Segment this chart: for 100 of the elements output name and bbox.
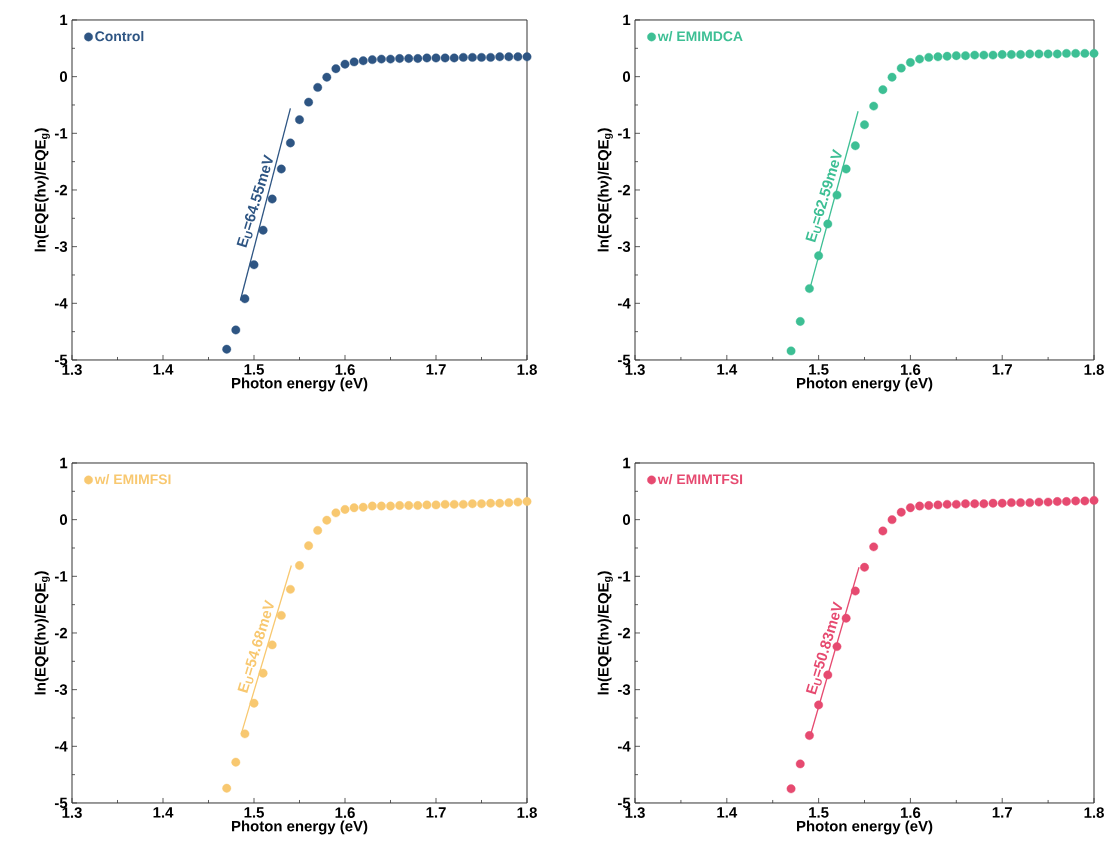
point — [222, 783, 232, 793]
point — [878, 85, 888, 95]
point — [1025, 498, 1035, 508]
x-tick-label: 1.8 — [517, 364, 537, 375]
y-tick-label: -5 — [617, 354, 631, 366]
point — [860, 120, 869, 130]
point — [240, 294, 250, 304]
x-tick-label: 1.5 — [244, 807, 264, 818]
point — [933, 52, 943, 62]
point — [249, 260, 259, 270]
point — [1006, 50, 1016, 59]
y-tick-label: -3 — [54, 684, 68, 695]
point — [814, 251, 824, 261]
point — [1052, 497, 1062, 506]
point — [906, 503, 915, 513]
point — [878, 526, 888, 536]
point — [841, 613, 851, 623]
point — [1071, 496, 1081, 506]
y-tick-label: 0 — [59, 514, 68, 525]
x-tick-label: 1.7 — [426, 364, 446, 375]
point — [304, 541, 314, 551]
y-tick-label: 1 — [60, 457, 68, 469]
y-tick-label: -3 — [617, 241, 631, 252]
y-tick-label: 0 — [622, 71, 631, 82]
point — [322, 515, 332, 525]
point — [795, 759, 805, 769]
x-tick-label: 1.4 — [717, 807, 738, 818]
point — [979, 499, 989, 509]
point — [431, 500, 441, 510]
y-tick-label: 1 — [623, 457, 631, 469]
point — [422, 53, 432, 63]
y-tick-label: -5 — [54, 797, 68, 809]
point — [340, 59, 350, 69]
point — [942, 499, 952, 509]
point — [431, 53, 441, 63]
point — [942, 51, 952, 61]
point — [322, 72, 332, 82]
x-tick-label: 1.6 — [900, 364, 921, 375]
point — [786, 784, 796, 794]
point — [504, 52, 514, 62]
point — [413, 501, 423, 510]
point — [1034, 497, 1044, 507]
point — [924, 501, 934, 510]
point — [1034, 49, 1044, 59]
point — [367, 55, 377, 65]
x-tick-label: 1.7 — [992, 364, 1012, 375]
point — [869, 542, 879, 552]
y-tick-label: -4 — [617, 741, 631, 752]
point — [814, 700, 824, 710]
point — [1062, 49, 1071, 58]
y-axis-title: ln(EQE(hν)/EQE$_{g}$) — [597, 128, 613, 252]
x-tick-label: 1.5 — [809, 364, 829, 375]
point — [413, 54, 423, 63]
point — [850, 141, 860, 151]
point — [404, 54, 414, 63]
point — [915, 501, 924, 511]
point — [395, 501, 405, 510]
legend-label: w/ EMIMFSI — [94, 473, 171, 485]
y-axis-title: ln(EQE(hν)/EQE$_{g}$) — [597, 571, 613, 695]
point — [887, 72, 897, 82]
point — [495, 498, 505, 508]
point — [240, 729, 250, 739]
point — [486, 498, 496, 508]
point — [933, 500, 943, 510]
point — [805, 731, 814, 740]
point — [970, 499, 980, 509]
point — [951, 499, 961, 509]
point — [513, 52, 523, 62]
x-tick-label: 1.7 — [426, 807, 446, 818]
point — [1062, 497, 1071, 506]
y-tick-label: -5 — [617, 797, 631, 809]
point — [395, 54, 405, 63]
point — [979, 50, 989, 60]
point — [458, 499, 468, 509]
y-axis-title: ln(EQE(hν)/EQE$_{g}$) — [34, 571, 50, 695]
y-axis-title: ln(EQE(hν)/EQE$_{g}$) — [34, 128, 50, 252]
point — [951, 51, 961, 61]
point — [997, 50, 1007, 59]
point — [924, 52, 934, 62]
point — [1025, 49, 1035, 59]
y-tick-label: -1 — [617, 571, 631, 582]
point — [1089, 49, 1099, 58]
point — [795, 317, 805, 326]
point — [786, 346, 796, 356]
point — [522, 497, 532, 506]
x-tick-label: 1.8 — [1084, 364, 1104, 375]
point — [997, 498, 1007, 508]
point — [1043, 49, 1053, 59]
point — [896, 63, 906, 73]
point — [404, 501, 414, 510]
point — [331, 64, 341, 74]
point — [841, 164, 851, 174]
point — [349, 503, 359, 513]
point — [850, 586, 860, 596]
point — [906, 58, 915, 67]
x-tick-label: 1.8 — [517, 807, 537, 818]
x-axis-title: Photon energy (eV) — [232, 377, 368, 392]
point — [468, 499, 477, 509]
point — [1052, 49, 1062, 59]
point — [340, 505, 350, 514]
